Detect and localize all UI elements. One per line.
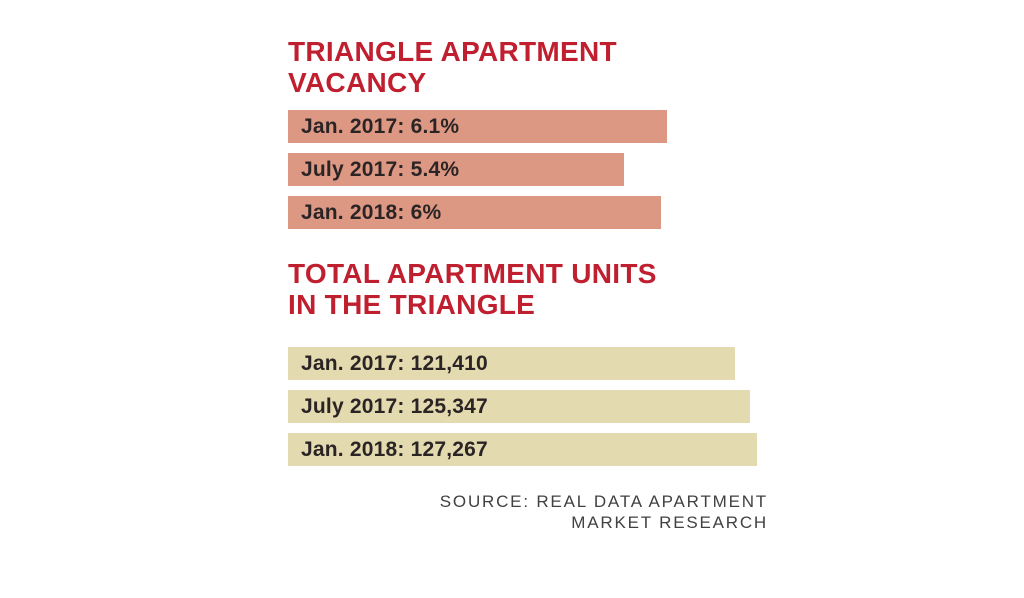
vacancy-chart-title-line-1: TRIANGLE APARTMENT (288, 36, 617, 67)
vacancy-bar-july-2017: July 2017: 5.4% (288, 153, 624, 186)
vacancy-bar-jan-2018-label: Jan. 2018: 6% (301, 200, 442, 224)
units-chart-title: TOTAL APARTMENT UNITS IN THE TRIANGLE (288, 258, 657, 320)
vacancy-chart-title-line-2: VACANCY (288, 67, 427, 98)
units-bar-jan-2018: Jan. 2018: 127,267 (288, 433, 757, 466)
units-chart-title-line-2: IN THE TRIANGLE (288, 289, 536, 320)
units-bar-jan-2017: Jan. 2017: 121,410 (288, 347, 735, 380)
vacancy-bar-jan-2017-label: Jan. 2017: 6.1% (301, 114, 460, 138)
source-credit-line-1: SOURCE: REAL DATA APARTMENT (439, 492, 768, 511)
vacancy-bar-jan-2018: Jan. 2018: 6% (288, 196, 661, 229)
units-bar-jan-2018-label: Jan. 2018: 127,267 (301, 437, 488, 461)
vacancy-chart-title: TRIANGLE APARTMENT VACANCY (288, 36, 617, 98)
source-credit: SOURCE: REAL DATA APARTMENT MARKET RESEA… (440, 491, 768, 533)
units-chart-title-line-1: TOTAL APARTMENT UNITS (288, 258, 657, 289)
units-bar-jan-2017-label: Jan. 2017: 121,410 (301, 351, 488, 375)
units-bar-july-2017-label: July 2017: 125,347 (301, 394, 488, 418)
vacancy-bar-jan-2017: Jan. 2017: 6.1% (288, 110, 667, 143)
vacancy-bar-july-2017-label: July 2017: 5.4% (301, 157, 460, 181)
units-bar-july-2017: July 2017: 125,347 (288, 390, 750, 423)
source-credit-line-2: MARKET RESEARCH (571, 513, 768, 532)
